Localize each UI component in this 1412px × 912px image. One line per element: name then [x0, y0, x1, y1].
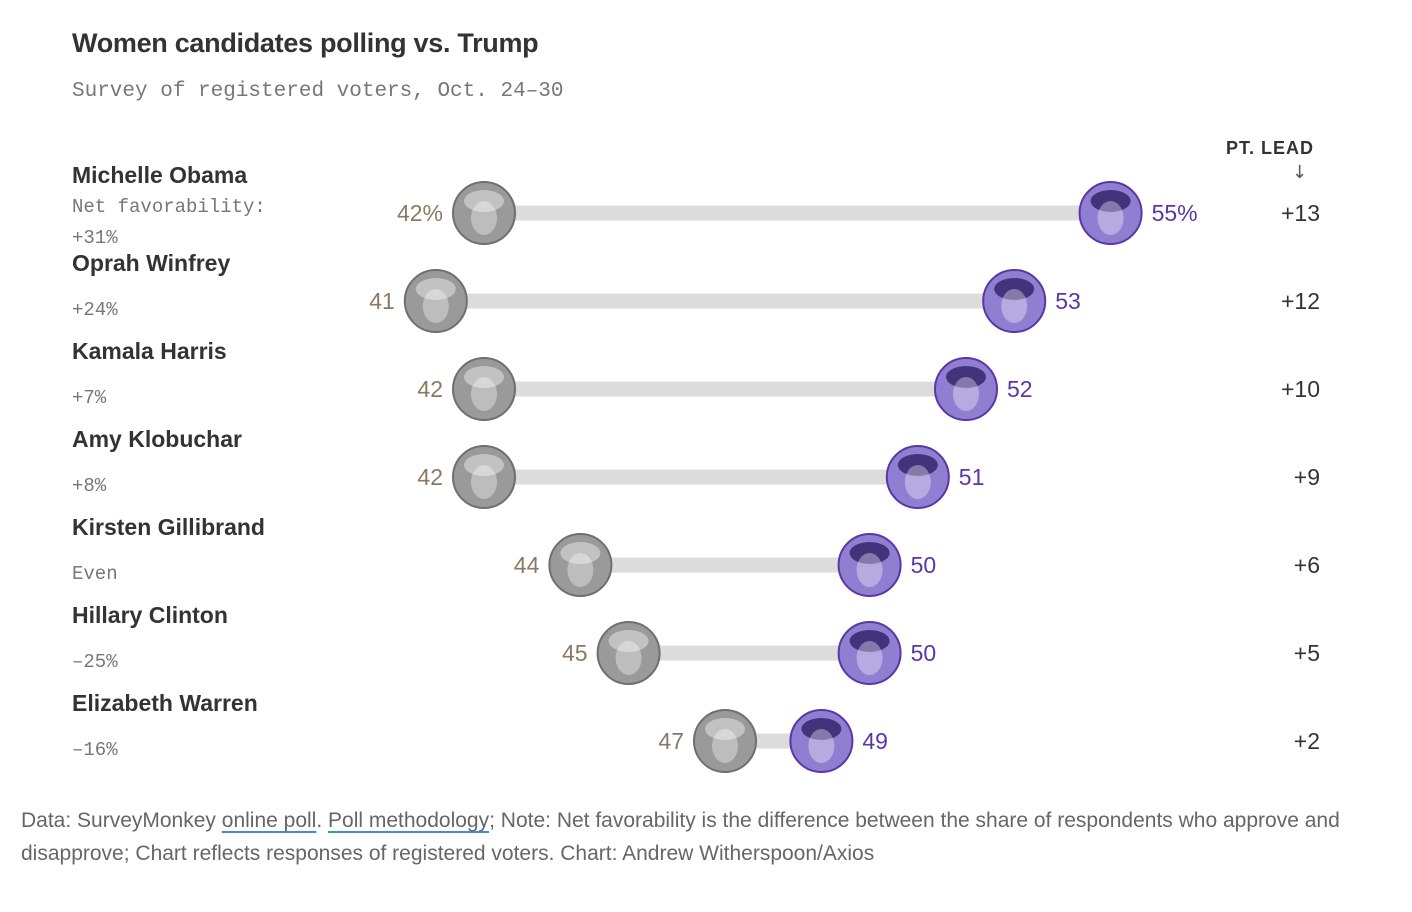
- candidate-portrait-icon-face: [953, 377, 979, 411]
- trump-portrait-icon-face: [712, 729, 738, 763]
- candidate-portrait-icon-hair: [897, 454, 938, 476]
- candidate-value-label: 50: [911, 640, 937, 666]
- candidate-portrait-icon-face: [1097, 201, 1124, 235]
- candidate-portrait-icon-hair: [849, 630, 890, 652]
- trump-value-label: 44: [514, 552, 540, 578]
- point-lead-value: +13: [1281, 200, 1320, 226]
- chart-subtitle: Survey of registered voters, Oct. 24–30: [72, 80, 564, 103]
- footer-rest: ; Note: Net favorability is the differen…: [21, 809, 1340, 865]
- lead-column-header: PT. LEAD: [1226, 138, 1315, 158]
- trump-portrait-icon-face: [615, 641, 642, 675]
- trump-portrait-icon-face: [471, 465, 497, 499]
- candidate-portrait-icon-hair: [849, 542, 890, 564]
- favorability-value: –16%: [72, 739, 118, 761]
- candidate-name: Kamala Harris: [72, 338, 227, 364]
- favorability-value: +24%: [72, 299, 118, 321]
- point-lead-value: +9: [1294, 464, 1320, 490]
- trump-portrait-icon-hair: [560, 542, 601, 564]
- candidate-name: Amy Klobuchar: [72, 426, 242, 452]
- trump-portrait-icon-face: [567, 553, 594, 587]
- candidate-portrait-icon-face: [856, 553, 883, 587]
- favorability-value: +8%: [72, 475, 107, 497]
- point-lead-value: +10: [1281, 376, 1320, 402]
- favorability-value: +31%: [72, 227, 118, 249]
- trump-portrait-icon-face: [471, 201, 497, 235]
- candidate-portrait-icon-face: [904, 465, 931, 499]
- candidate-value-label: 52: [1007, 376, 1033, 402]
- trump-value-label: 47: [658, 728, 684, 754]
- candidate-value-label: 53: [1055, 288, 1081, 314]
- trump-value-label: 42: [417, 376, 443, 402]
- trump-portrait-icon-hair: [464, 454, 504, 476]
- online-poll-link[interactable]: online poll: [221, 809, 317, 832]
- favorability-value: Even: [72, 563, 118, 585]
- candidate-portrait-icon-hair: [1090, 190, 1131, 212]
- down-arrow-icon: ↓: [1292, 162, 1308, 183]
- chart-title: Women candidates polling vs. Trump: [72, 28, 539, 58]
- candidate-portrait-icon-face: [1001, 289, 1028, 323]
- favorability-value: +7%: [72, 387, 107, 409]
- trump-value-label: 42: [417, 464, 443, 490]
- point-lead-value: +6: [1294, 552, 1320, 578]
- footer-prefix: Data: SurveyMonkey: [21, 809, 222, 832]
- point-lead-value: +5: [1294, 640, 1320, 666]
- poll-methodology-link[interactable]: Poll methodology: [328, 809, 490, 832]
- candidate-portrait-icon-face: [808, 729, 835, 763]
- trump-portrait-icon-hair: [415, 278, 456, 300]
- candidate-name: Oprah Winfrey: [72, 250, 230, 276]
- trump-portrait-icon-face: [422, 289, 449, 323]
- candidate-portrait-icon-hair: [946, 366, 986, 388]
- candidate-value-label: 51: [959, 464, 985, 490]
- favorability-value: –25%: [72, 651, 118, 673]
- trump-portrait-icon-face: [471, 377, 497, 411]
- candidate-value-label: 50: [911, 552, 937, 578]
- candidate-portrait-icon-hair: [801, 718, 842, 740]
- footer-separator: .: [316, 809, 329, 832]
- footer-note: Data: SurveyMonkey online poll. Poll met…: [21, 804, 1391, 870]
- trump-portrait-icon-hair: [705, 718, 745, 740]
- point-lead-value: +2: [1294, 728, 1320, 754]
- trump-portrait-icon-hair: [608, 630, 649, 652]
- favorability-label: Net favorability:: [72, 196, 266, 218]
- point-lead-value: +12: [1281, 288, 1320, 314]
- candidate-portrait-icon-face: [856, 641, 883, 675]
- candidate-value-label: 49: [862, 728, 888, 754]
- candidate-name: Kirsten Gillibrand: [72, 514, 265, 540]
- candidate-name: Elizabeth Warren: [72, 690, 258, 716]
- trump-portrait-icon-hair: [464, 190, 504, 212]
- trump-value-label: 42%: [397, 200, 443, 226]
- trump-portrait-icon-hair: [464, 366, 504, 388]
- candidate-name: Hillary Clinton: [72, 602, 228, 628]
- trump-value-label: 41: [369, 288, 395, 314]
- candidate-portrait-icon-hair: [994, 278, 1035, 300]
- candidate-name: Michelle Obama: [72, 162, 247, 188]
- trump-value-label: 45: [562, 640, 588, 666]
- candidate-value-label: 55%: [1152, 200, 1198, 226]
- dumbbell-chart: Michelle Obama Net favorability: +31% 42% 55…: [72, 162, 1320, 773]
